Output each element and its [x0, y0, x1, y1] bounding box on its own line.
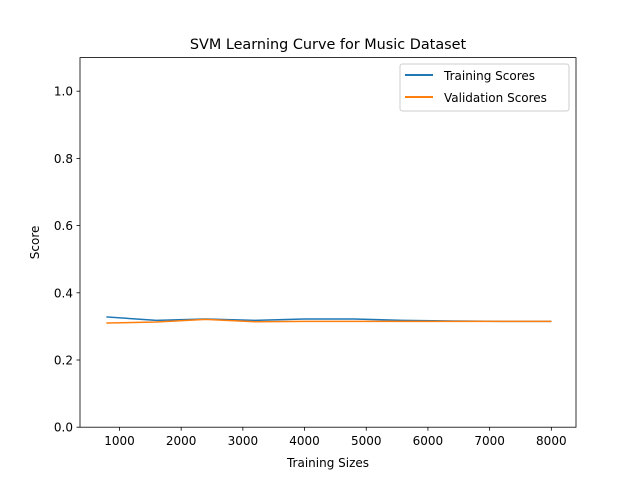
legend-label-validation: Validation Scores	[444, 91, 547, 105]
x-tick-label: 6000	[413, 434, 444, 448]
plot-area-frame	[79, 57, 577, 428]
series-line-validation-scores	[106, 318, 552, 324]
x-tick-label: 5000	[351, 434, 382, 448]
y-tick-label: 0.6	[54, 219, 73, 233]
y-tick-label: 1.0	[54, 85, 73, 99]
x-axis-label: Training Sizes	[286, 456, 369, 470]
x-tick-label: 8000	[536, 434, 567, 448]
y-tick-label: 0.8	[54, 152, 73, 166]
series-layer	[106, 316, 552, 324]
x-tick-label: 7000	[474, 434, 505, 448]
chart-title: SVM Learning Curve for Music Dataset	[190, 37, 467, 53]
y-tick-label: 0.2	[54, 354, 73, 368]
y-axis-label: Score	[28, 226, 42, 260]
legend-label-training: Training Scores	[443, 69, 535, 83]
legend: Training Scores Validation Scores	[399, 63, 570, 112]
x-tick-label: 3000	[228, 434, 259, 448]
x-tick-label: 1000	[104, 434, 135, 448]
y-axis-ticks: 0.0 0.2 0.4 0.6 0.8 1.0	[54, 85, 80, 435]
legend-box	[399, 63, 570, 112]
x-axis-ticks: 1000 2000 3000 4000 5000 6000 7000 8000	[104, 427, 567, 448]
x-tick-label: 2000	[166, 434, 197, 448]
x-tick-label: 4000	[289, 434, 320, 448]
y-tick-label: 0.4	[54, 286, 73, 300]
y-tick-label: 0.0	[54, 421, 73, 435]
